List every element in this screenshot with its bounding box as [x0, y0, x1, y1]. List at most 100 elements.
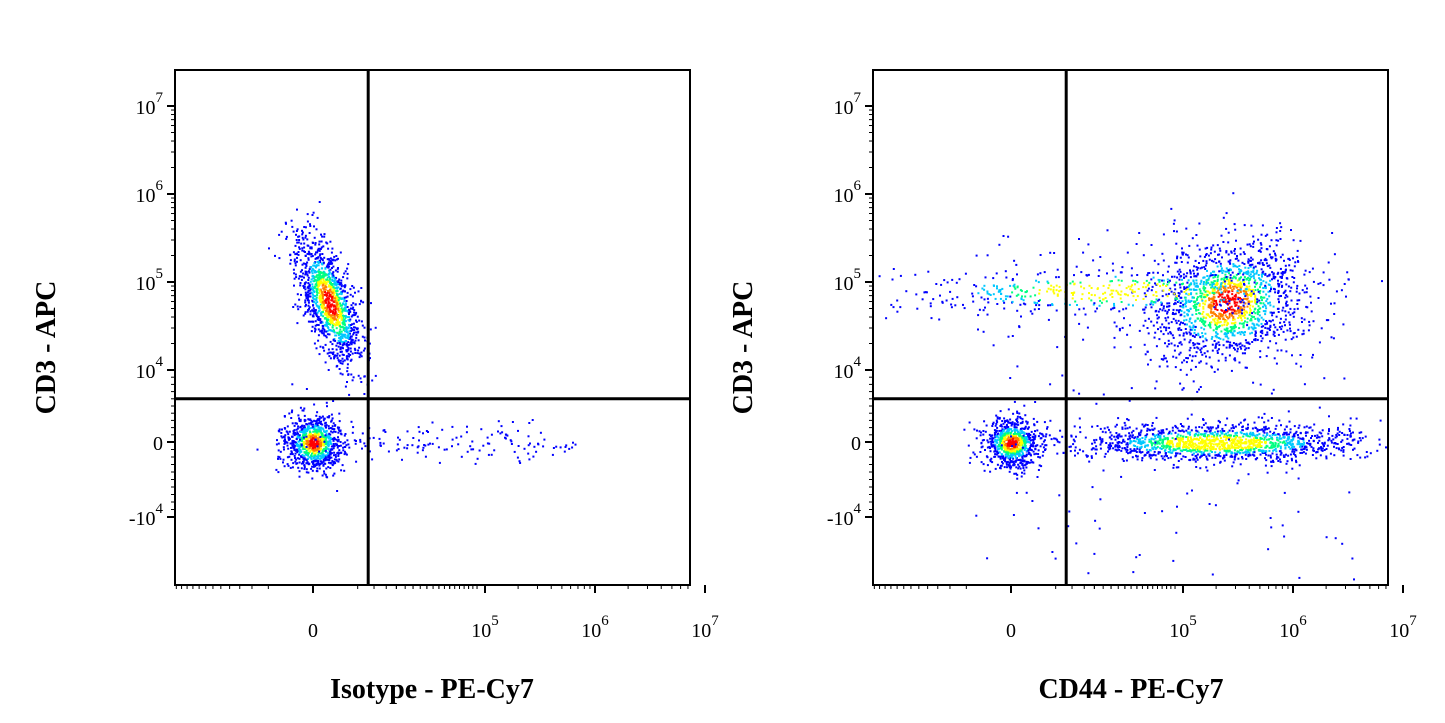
- event-dot: [984, 449, 986, 451]
- event-dot: [1321, 442, 1324, 445]
- event-dot: [297, 251, 300, 253]
- event-dot: [332, 314, 334, 317]
- event-dot: [1261, 416, 1264, 419]
- event-dot: [1299, 452, 1302, 454]
- event-dot: [1255, 440, 1258, 443]
- event-dot: [991, 438, 994, 441]
- event-dot: [322, 428, 325, 431]
- event-dot: [300, 278, 303, 281]
- event-dot: [1175, 426, 1178, 429]
- event-dot: [1126, 449, 1129, 452]
- event-dot: [306, 447, 308, 450]
- event-dot: [342, 449, 345, 452]
- event-dot: [356, 315, 359, 318]
- event-dot: [1199, 446, 1202, 449]
- event-dot: [316, 422, 318, 425]
- event-dot: [348, 393, 351, 396]
- event-dot: [1219, 445, 1222, 448]
- event-dot: [1190, 437, 1193, 440]
- event-dot: [296, 449, 299, 452]
- event-dot: [353, 341, 356, 344]
- event-dot: [1202, 448, 1205, 451]
- event-dot: [1015, 426, 1018, 429]
- event-dot: [1132, 444, 1135, 447]
- event-dot: [338, 330, 341, 333]
- event-dot: [342, 320, 345, 323]
- event-dot: [1033, 442, 1035, 445]
- event-dot: [325, 401, 328, 404]
- event-dot: [1230, 442, 1233, 445]
- event-dot: [1307, 442, 1310, 445]
- event-dot: [1188, 459, 1191, 461]
- event-dot: [1249, 449, 1252, 452]
- event-dot: [338, 420, 341, 423]
- event-dot: [1042, 435, 1045, 438]
- event-dot: [437, 446, 440, 449]
- event-dot: [1118, 444, 1121, 447]
- event-dot: [1020, 444, 1023, 447]
- event-dot: [304, 312, 307, 315]
- event-dot: [1004, 456, 1007, 459]
- event-dot: [331, 272, 334, 275]
- event-dot: [306, 457, 309, 460]
- event-dot: [1148, 428, 1151, 431]
- event-dot: [1247, 271, 1250, 274]
- event-dot: [350, 358, 353, 361]
- event-dot: [350, 335, 352, 338]
- event-dot: [1237, 442, 1240, 444]
- event-dot: [355, 460, 358, 463]
- event-dot: [1190, 449, 1193, 452]
- event-dot: [315, 228, 318, 231]
- event-dot: [1027, 426, 1030, 429]
- event-dot: [1015, 472, 1018, 475]
- event-dot: [1019, 416, 1022, 419]
- event-dot: [1054, 437, 1057, 440]
- event-dot: [527, 444, 530, 447]
- event-dot: [353, 347, 356, 350]
- event-dot: [1198, 445, 1201, 448]
- event-dot: [1189, 436, 1192, 439]
- event-dot: [1004, 455, 1007, 458]
- event-dot: [341, 337, 344, 340]
- event-dot: [322, 287, 325, 290]
- event-dot: [313, 280, 316, 283]
- event-dot: [279, 450, 282, 453]
- event-dot: [986, 464, 989, 467]
- event-dot: [1254, 297, 1257, 300]
- event-dot: [1286, 433, 1288, 436]
- event-dot: [342, 354, 345, 356]
- event-dot: [325, 336, 328, 339]
- event-dot: [328, 351, 331, 354]
- event-dot: [310, 253, 313, 255]
- event-dot: [315, 288, 318, 291]
- event-dot: [358, 303, 361, 306]
- event-dot: [1016, 421, 1019, 424]
- event-dot: [323, 330, 326, 333]
- event-dot: [984, 430, 987, 433]
- event-dot: [299, 443, 302, 446]
- event-dot: [355, 440, 357, 442]
- event-dot: [510, 443, 513, 445]
- event-dot: [322, 315, 325, 318]
- event-dot: [301, 424, 304, 427]
- event-dot: [1305, 425, 1308, 428]
- event-dot: [346, 345, 349, 348]
- event-dot: [1280, 272, 1283, 275]
- event-dot: [291, 439, 294, 442]
- event-dot: [1274, 445, 1276, 448]
- event-dot: [311, 299, 314, 302]
- event-dot: [1233, 456, 1236, 459]
- event-dot: [306, 430, 308, 433]
- event-dot: [1197, 450, 1200, 453]
- event-dot: [1321, 429, 1324, 432]
- event-dot: [301, 249, 304, 252]
- event-dot: [424, 444, 427, 447]
- event-dot: [333, 355, 336, 358]
- event-dot: [335, 276, 338, 279]
- event-dot: [309, 247, 312, 250]
- event-dot: [993, 431, 996, 434]
- event-dot: [1202, 451, 1205, 454]
- event-dot: [994, 433, 997, 436]
- event-dot: [1194, 460, 1197, 463]
- event-dot: [1355, 417, 1358, 420]
